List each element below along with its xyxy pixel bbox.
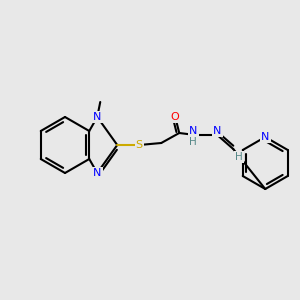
Text: O: O [171, 112, 180, 122]
Text: N: N [93, 112, 101, 122]
Text: N: N [93, 168, 101, 178]
Text: N: N [213, 126, 221, 136]
Text: H: H [236, 152, 243, 162]
Text: N: N [189, 126, 197, 136]
Text: H: H [189, 137, 197, 147]
Text: N: N [261, 132, 269, 142]
Text: S: S [136, 140, 143, 150]
